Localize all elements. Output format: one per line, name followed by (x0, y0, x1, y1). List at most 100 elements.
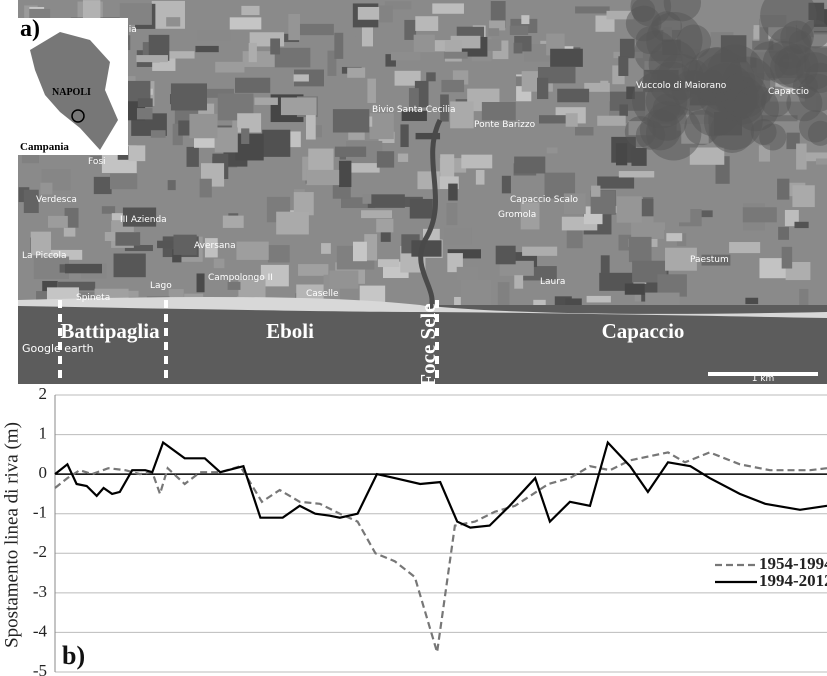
y-axis-label: Spostamento linea di riva (m) (1, 422, 22, 648)
boundaries (58, 300, 439, 384)
y-tick-label: 2 (39, 384, 48, 403)
field (276, 211, 309, 235)
field (432, 3, 464, 14)
field (689, 147, 725, 165)
field (628, 236, 652, 263)
place-label: Verdesca (36, 195, 77, 205)
field (241, 5, 260, 16)
field (288, 13, 300, 41)
field (514, 275, 524, 289)
field (441, 79, 465, 93)
field (778, 226, 790, 240)
place-label: La Piccola (22, 251, 67, 261)
field (805, 152, 827, 162)
place-label: Aversana (194, 241, 236, 251)
field (456, 266, 479, 281)
field (82, 0, 101, 22)
field (327, 50, 337, 76)
hill (788, 30, 813, 54)
field (513, 42, 523, 54)
field (597, 176, 635, 189)
place-label: III Azienda (120, 215, 167, 225)
field (665, 247, 697, 271)
field (796, 143, 807, 170)
field (347, 67, 366, 78)
field (195, 45, 219, 53)
field (334, 146, 367, 157)
field (44, 249, 83, 260)
field (215, 61, 245, 73)
field (460, 280, 491, 308)
place-label: Gromola (498, 210, 536, 220)
field (115, 232, 141, 246)
field (538, 115, 576, 124)
field (600, 80, 609, 91)
field (450, 101, 474, 129)
field (758, 145, 770, 162)
field (40, 182, 53, 195)
line-chart: Spostamento linea di riva (m) b) -5 -4 -3 -… (1, 384, 827, 676)
field (109, 173, 138, 190)
field (701, 254, 731, 266)
field (157, 240, 181, 249)
field (522, 246, 558, 256)
field (30, 231, 52, 256)
field (334, 32, 344, 59)
field (584, 82, 610, 92)
y-tick-label: 1 (39, 423, 48, 442)
place-label: Ponte Barizzo (474, 120, 536, 130)
field (235, 77, 271, 93)
field (597, 115, 626, 126)
field (172, 249, 182, 263)
y-tick-label: -3 (33, 582, 47, 601)
field (293, 192, 314, 216)
field (514, 156, 546, 174)
place-label: Campolongo II (208, 273, 273, 283)
panel-label: a) (20, 16, 40, 42)
hill (663, 0, 701, 22)
field (199, 178, 212, 198)
y-tick-label: -5 (33, 661, 47, 676)
y-tick-label: -1 (33, 503, 47, 522)
field (815, 158, 827, 165)
field (411, 240, 442, 257)
inset-marker (71, 109, 85, 123)
municipality-label: Foce Sele (416, 303, 440, 386)
field (235, 133, 264, 161)
field (546, 147, 558, 154)
field (166, 17, 181, 27)
field (294, 69, 324, 87)
field (260, 264, 289, 287)
field (443, 51, 468, 59)
field (413, 34, 435, 53)
field (521, 15, 530, 25)
field (222, 215, 244, 228)
municipality-label: Battipaglia (60, 319, 160, 343)
field (475, 169, 485, 185)
field (575, 126, 594, 136)
field (618, 56, 629, 76)
field (759, 18, 769, 41)
field (615, 143, 628, 166)
scale-bar (708, 372, 818, 376)
field (384, 1, 412, 10)
field (600, 255, 610, 274)
field (616, 196, 642, 223)
field (499, 260, 534, 276)
hill (799, 110, 827, 143)
field (136, 55, 168, 63)
field (418, 40, 454, 52)
field (332, 109, 370, 133)
field (444, 227, 472, 245)
field (227, 281, 241, 290)
field (394, 70, 421, 86)
field (377, 259, 400, 268)
field (397, 153, 409, 162)
field (90, 155, 106, 162)
field (241, 128, 250, 144)
credit: Google earth (22, 342, 94, 355)
field (461, 154, 493, 169)
field (367, 78, 376, 103)
field (595, 15, 615, 32)
